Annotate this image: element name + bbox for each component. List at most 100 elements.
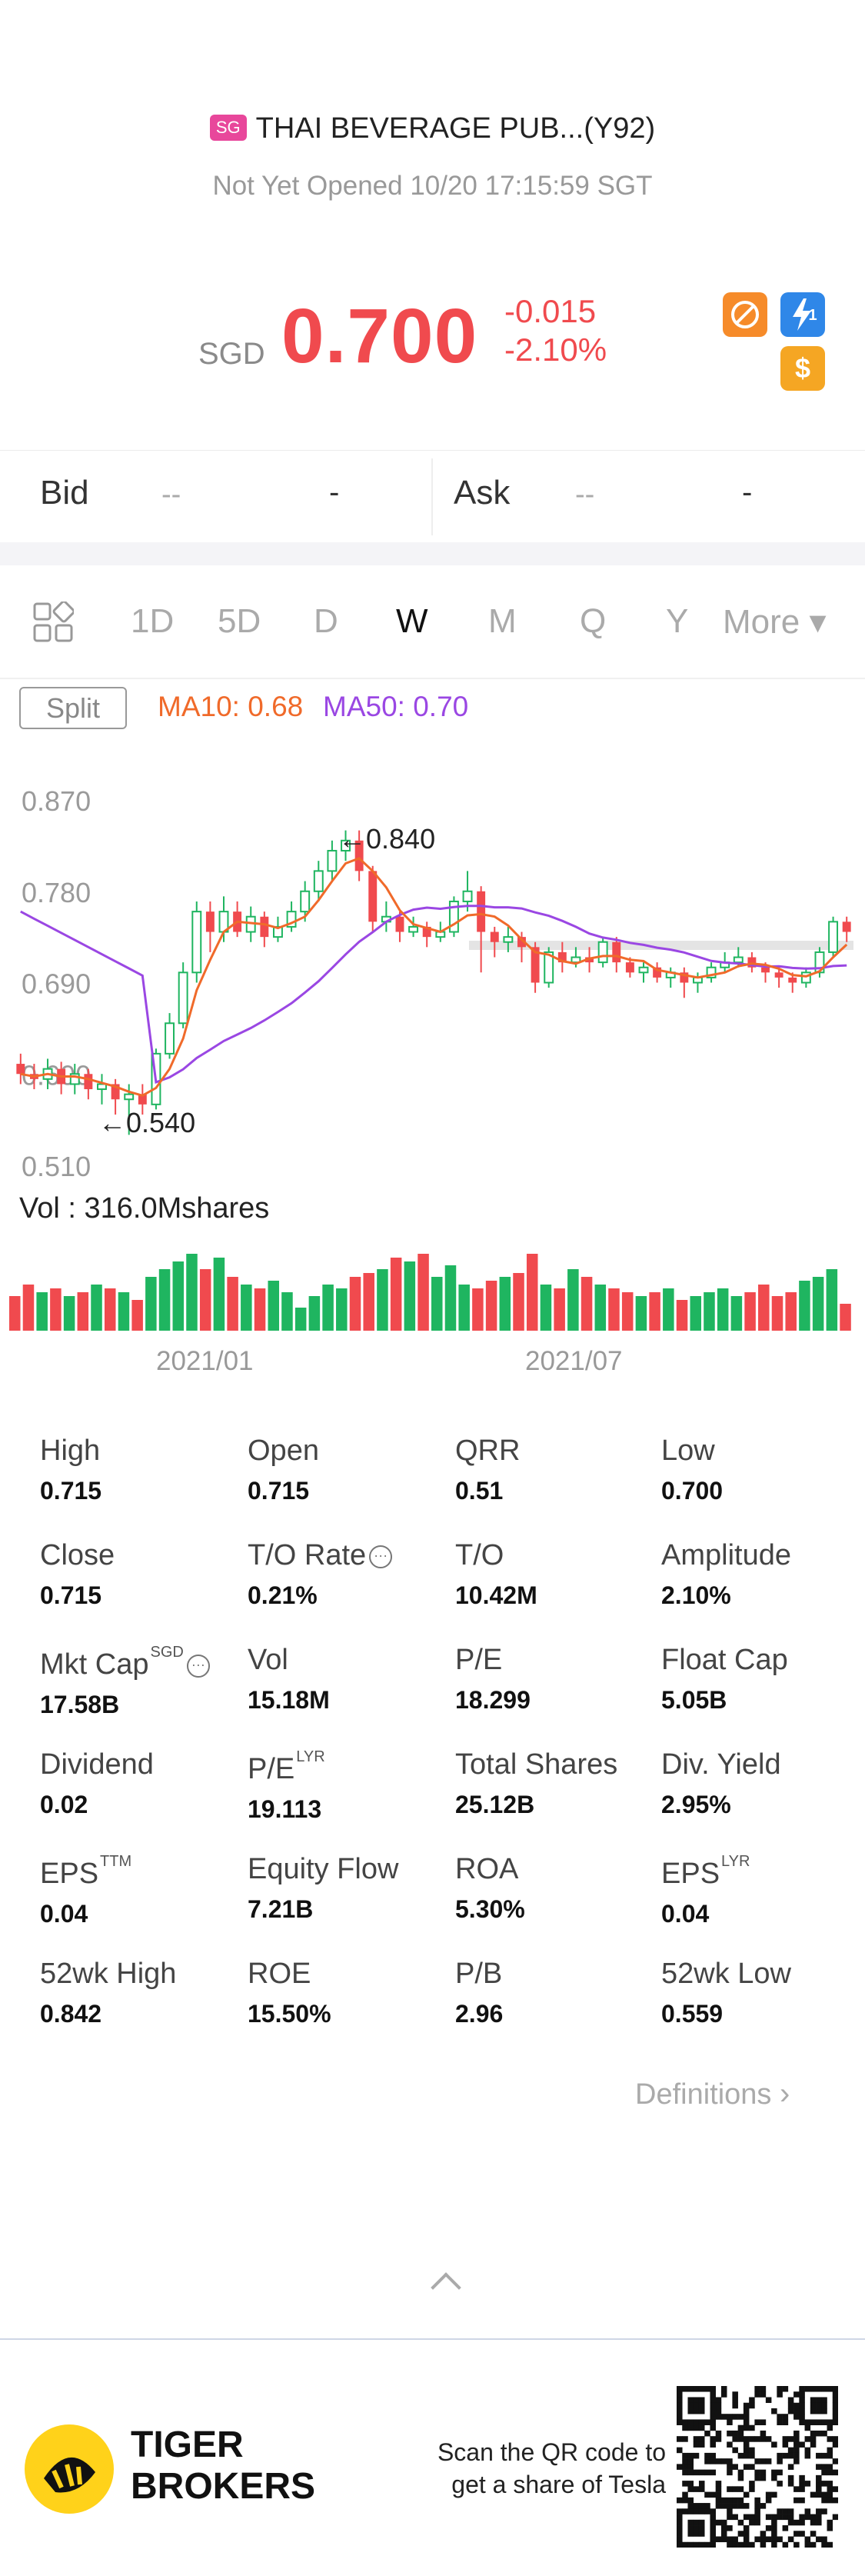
stock-title[interactable]: SG THAI BEVERAGE PUB...(Y92) [0,112,865,145]
info-icon[interactable]: ··· [369,1545,393,1568]
no-trading-icon[interactable] [723,292,767,337]
qr-module [687,2486,694,2492]
qr-module [827,2491,833,2498]
qr-module [754,2519,760,2526]
stat-label: 52wk Low [661,1958,861,1991]
qr-module [787,2408,794,2414]
qr-module [737,2424,744,2431]
chevron-up-icon[interactable] [431,2272,461,2303]
volume-bar [199,1269,211,1331]
period-tabs: 1D 5D D W M Q Y More ▾ [0,565,865,679]
tab-d[interactable]: D [314,602,338,640]
qr-module [832,2441,838,2448]
qr-module [687,2452,694,2459]
stat-t-o-6: T/O 10.42M [455,1539,655,1610]
qr-module [677,2402,683,2409]
candle-body [571,956,581,964]
qr-module [816,2481,822,2487]
qr-module [782,2452,789,2459]
tab-more[interactable]: More ▾ [723,603,827,641]
qr-module [821,2419,827,2425]
stat-value: 10.42M [455,1581,537,1609]
bid-label: Bid [40,474,89,512]
stat-label-text: 52wk High [40,1958,177,1990]
qr-module [693,2452,700,2459]
candle-body [747,957,757,968]
qr-module [799,2531,805,2537]
tab-5d[interactable]: 5D [218,602,261,640]
scan-text-line-1: Scan the QR code to [437,2438,666,2466]
volume-bar [131,1300,143,1331]
qr-module [710,2386,716,2392]
qr-module [698,2397,705,2404]
qr-module [832,2386,838,2392]
qr-module [687,2469,694,2476]
qr-module [827,2497,833,2504]
qr-module [787,2474,794,2481]
qr-module [821,2491,827,2498]
qr-module [804,2436,811,2442]
qr-module [682,2386,688,2392]
qr-module [682,2497,688,2504]
stat-label: ROA [455,1853,655,1886]
qr-module [816,2519,822,2526]
stat-mkt-cap-8[interactable]: Mkt Cap SGD··· 17.58B [40,1644,240,1719]
candle-body [612,941,621,963]
qr-module [787,2464,794,2470]
qr-module [810,2386,817,2392]
tab-m[interactable]: M [488,602,517,640]
ask-size: - [742,475,753,509]
stat-label: EPS TTM [40,1853,240,1891]
qr-module [760,2436,767,2442]
lightning-icon[interactable]: 1 [780,292,825,337]
definitions-link[interactable]: Definitions › [635,2077,790,2111]
qr-module [698,2402,705,2409]
layout-grid-icon[interactable] [32,602,74,643]
qr-module [698,2386,705,2392]
stat-label-text: Mkt Cap [40,1648,149,1681]
stat-label-text: 52wk Low [661,1958,791,1990]
qr-module [737,2414,744,2420]
tab-q[interactable]: Q [580,602,607,640]
qr-module [810,2419,817,2425]
qr-module [749,2481,755,2487]
info-icon[interactable]: ··· [186,1655,210,1678]
qr-module [821,2508,827,2514]
volume-bar [458,1285,470,1331]
qr-module [816,2386,822,2392]
qr-module [715,2414,722,2420]
qr-module [737,2430,744,2437]
qr-module [698,2441,705,2448]
stat-open-1: Open 0.715 [248,1435,447,1505]
volume-chart[interactable] [0,1246,865,1338]
stat-t-o-rate-5[interactable]: T/O Rate ··· 0.21% [248,1539,447,1610]
qr-module [720,2391,727,2398]
qr-module [765,2436,772,2442]
volume-bar [649,1292,660,1331]
qr-module [804,2452,811,2459]
stat-label: Div. Yield [661,1748,861,1781]
qr-module [771,2531,777,2537]
candle-body [395,916,404,932]
qr-module [782,2541,789,2548]
tab-w[interactable]: W [396,602,428,640]
qr-module [799,2481,805,2487]
bid-ask-divider [431,458,433,535]
qr-module [816,2486,822,2492]
qr-module [693,2424,700,2431]
dollar-icon[interactable]: $ [780,346,825,391]
volume-bar [404,1261,416,1331]
split-toggle[interactable]: Split [19,687,127,729]
qr-code[interactable] [677,2386,838,2548]
qr-module [732,2464,738,2470]
tab-1d[interactable]: 1D [131,602,175,640]
tab-y[interactable]: Y [666,602,689,640]
qr-module [771,2525,777,2531]
volume-bar [294,1308,307,1331]
qr-module [687,2541,694,2548]
volume-bar [594,1285,607,1331]
qr-module [749,2486,755,2492]
candle-body [706,966,717,978]
qr-module [832,2397,838,2404]
